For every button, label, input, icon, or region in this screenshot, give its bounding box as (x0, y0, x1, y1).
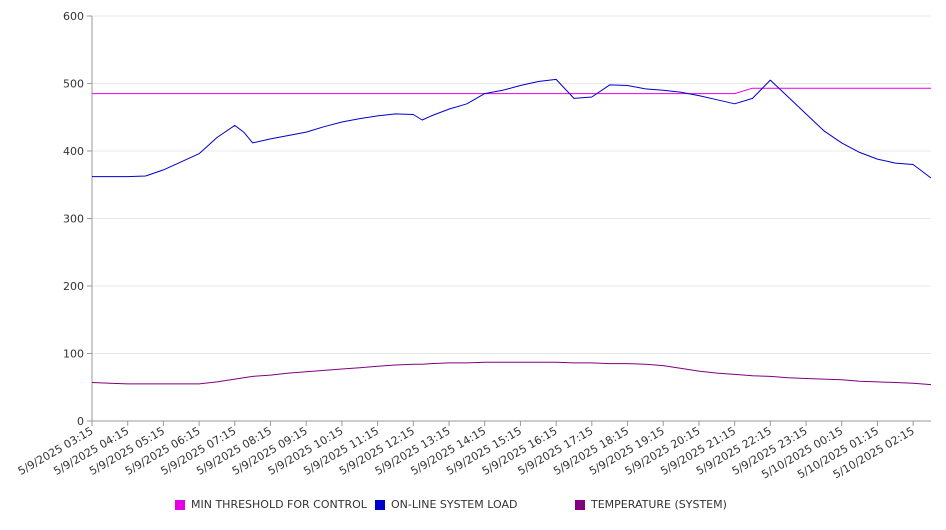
series-line-min-threshold-for-control (92, 87, 931, 95)
legend-swatch (175, 499, 185, 510)
series-lines (91, 78, 932, 386)
x-axis-ticks: 5/9/2025 03:155/9/2025 04:155/9/2025 05:… (16, 421, 917, 481)
grid-lines (92, 15, 931, 354)
series-line-on-line-system-load (92, 78, 932, 179)
y-tick-label: 300 (63, 213, 84, 226)
legend-label: MIN THRESHOLD FOR CONTROL (191, 498, 367, 511)
y-tick-label: 500 (63, 78, 84, 91)
legend-swatch (575, 499, 585, 510)
y-tick-label: 400 (63, 145, 84, 158)
y-tick-label: 0 (77, 415, 84, 428)
legend-label: ON-LINE SYSTEM LOAD (391, 498, 518, 511)
legend-item: MIN THRESHOLD FOR CONTROL (175, 498, 367, 511)
y-tick-label: 100 (63, 348, 84, 361)
y-tick-label: 200 (63, 280, 84, 293)
legend-item: TEMPERATURE (SYSTEM) (575, 498, 727, 511)
series-line-temperature-system (91, 361, 932, 386)
legend: MIN THRESHOLD FOR CONTROL ON-LINE SYSTEM … (0, 498, 946, 518)
y-axis-ticks: 0 100 200 300 400 500 600 (63, 10, 92, 428)
legend-swatch (375, 499, 385, 510)
legend-label: TEMPERATURE (SYSTEM) (591, 498, 727, 511)
y-tick-label: 600 (63, 10, 84, 23)
legend-item: ON-LINE SYSTEM LOAD (375, 498, 517, 511)
